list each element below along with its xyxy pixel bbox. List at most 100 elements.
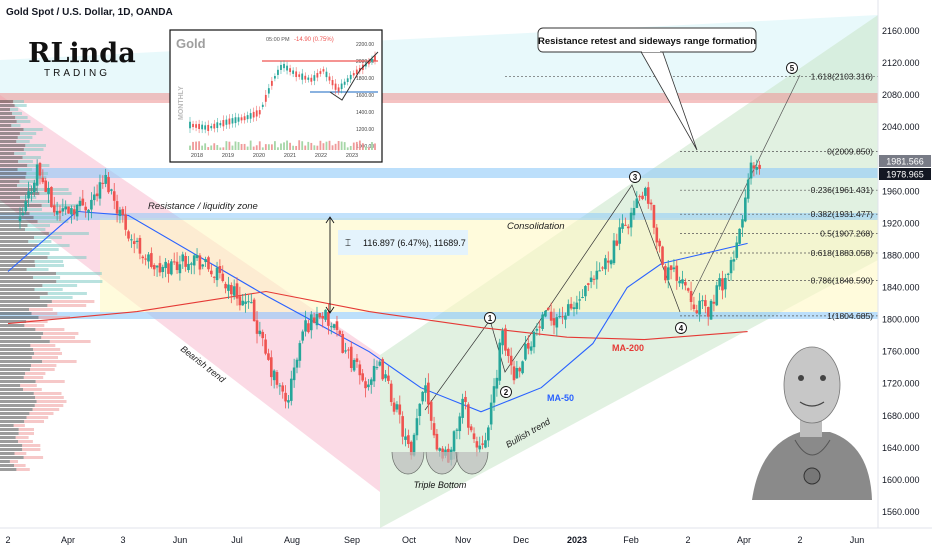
price-axis[interactable]: 2160.0002120.0002080.0002040.0002000.000… xyxy=(877,0,932,528)
y-tick-label: 1800.000 xyxy=(882,315,920,325)
volume-bar-light xyxy=(23,208,42,211)
inset-candle xyxy=(337,87,340,92)
candle-body xyxy=(724,277,727,290)
wave-marker xyxy=(629,171,641,183)
candle-body xyxy=(164,261,167,269)
volume-bar-dark xyxy=(0,420,25,423)
volume-bar-dark xyxy=(0,336,42,339)
inset-candle xyxy=(225,119,228,125)
candle-body xyxy=(221,273,225,282)
candle-body xyxy=(752,165,756,169)
candle-body xyxy=(575,302,579,310)
candle-body xyxy=(409,441,413,456)
volume-bar-light xyxy=(23,456,44,459)
candle-body xyxy=(652,204,656,228)
wave-marker xyxy=(484,312,496,324)
volume-bar-light xyxy=(15,116,28,119)
price-badge-bid-text: 1981.566 xyxy=(886,157,924,167)
candle-body xyxy=(124,214,127,230)
candle-body xyxy=(261,331,265,339)
fib-label: 0.5(1907.268) xyxy=(820,229,873,239)
candle-body xyxy=(107,176,110,193)
y-tick-label: 1840.000 xyxy=(882,283,920,293)
candle-body xyxy=(618,227,621,244)
candle-body xyxy=(566,304,570,316)
volume-bar-dark xyxy=(0,160,19,163)
volume-bar-light xyxy=(19,132,37,135)
volume-bar-light xyxy=(11,124,21,127)
triple-bottom-arc xyxy=(455,451,489,475)
candle-body xyxy=(475,441,479,448)
volume-bar-dark xyxy=(0,304,48,307)
volume-bar-light xyxy=(22,156,41,159)
triple-bottom-label: Triple Bottom xyxy=(414,480,467,490)
volume-bar-light xyxy=(56,272,102,275)
candle-body xyxy=(749,162,753,179)
volume-bar-dark xyxy=(0,428,19,431)
candle-body xyxy=(167,263,170,274)
volume-bar-light xyxy=(51,300,95,303)
candle-body xyxy=(369,379,373,385)
candle-body xyxy=(524,344,527,360)
candle-body xyxy=(87,209,90,213)
candle-body xyxy=(521,361,524,374)
inset-candle xyxy=(286,65,288,71)
candle-body xyxy=(481,443,484,445)
x-tick-label: Oct xyxy=(402,535,417,545)
inset-candle xyxy=(228,118,231,125)
time-axis[interactable]: 2 Apr 3 Jun Jul Aug Sep Oct Nov Dec 2023 Feb 2 Apr 2 Ju… xyxy=(0,527,932,550)
candle-body xyxy=(407,435,410,445)
x-tick-label: Feb xyxy=(623,535,639,545)
volume-bar-light xyxy=(18,428,34,431)
candle-body xyxy=(264,339,267,354)
measure-tool: ⌶ 116.897 (6.47%), 11689.7 xyxy=(325,216,468,314)
inset-volume-bar xyxy=(365,146,367,150)
candle-body xyxy=(230,285,233,295)
x-tick-label: Sep xyxy=(344,535,360,545)
candle-body xyxy=(675,265,679,281)
candle-body xyxy=(655,227,659,243)
volume-bar-light xyxy=(25,144,46,147)
candle-body xyxy=(170,261,173,275)
projection-line xyxy=(689,74,801,301)
candle-body xyxy=(518,367,522,372)
candle-body xyxy=(318,312,322,318)
inset-volume-bar xyxy=(246,146,249,150)
inset-y-tick: 2200.00 xyxy=(356,42,374,48)
inset-candle xyxy=(316,72,319,78)
candle-body xyxy=(218,266,222,273)
volume-bar-dark xyxy=(0,252,28,255)
candle-body xyxy=(489,402,493,425)
portrait-illustration xyxy=(752,346,872,500)
volume-bar-dark xyxy=(0,300,52,303)
volume-bar-dark xyxy=(0,408,33,411)
volume-bar-dark xyxy=(0,396,36,399)
candle-body xyxy=(101,182,105,184)
candle-body xyxy=(338,330,342,335)
volume-bar-dark xyxy=(0,404,35,407)
volume-bar-dark xyxy=(0,120,17,123)
volume-bar-dark xyxy=(0,248,33,251)
candle-body xyxy=(561,316,564,318)
candle-body xyxy=(130,239,133,241)
inset-chart[interactable]: Gold 05:00 PM -14.90 (0.75%) MONTHLY 2018 201… xyxy=(169,29,383,163)
inset-candle xyxy=(331,80,334,86)
inset-candle xyxy=(325,71,328,78)
candle-body xyxy=(235,283,239,299)
inset-candle xyxy=(267,88,270,94)
y-tick-label: 1560.000 xyxy=(882,507,920,517)
callout: Resistance retest and sideways range for… xyxy=(537,27,757,151)
inset-volume-bar xyxy=(204,143,207,150)
inset-candle xyxy=(301,73,304,80)
candle-body xyxy=(215,267,219,281)
volume-bar-light xyxy=(34,288,63,291)
volume-bar-light xyxy=(30,344,56,347)
volume-bar-dark xyxy=(0,100,14,103)
volume-bar-dark xyxy=(0,184,17,187)
volume-bar-light xyxy=(47,292,87,295)
candle-body xyxy=(615,240,619,246)
volume-bar-dark xyxy=(0,236,34,239)
inset-candle xyxy=(304,75,307,80)
volume-bar-light xyxy=(34,236,62,239)
